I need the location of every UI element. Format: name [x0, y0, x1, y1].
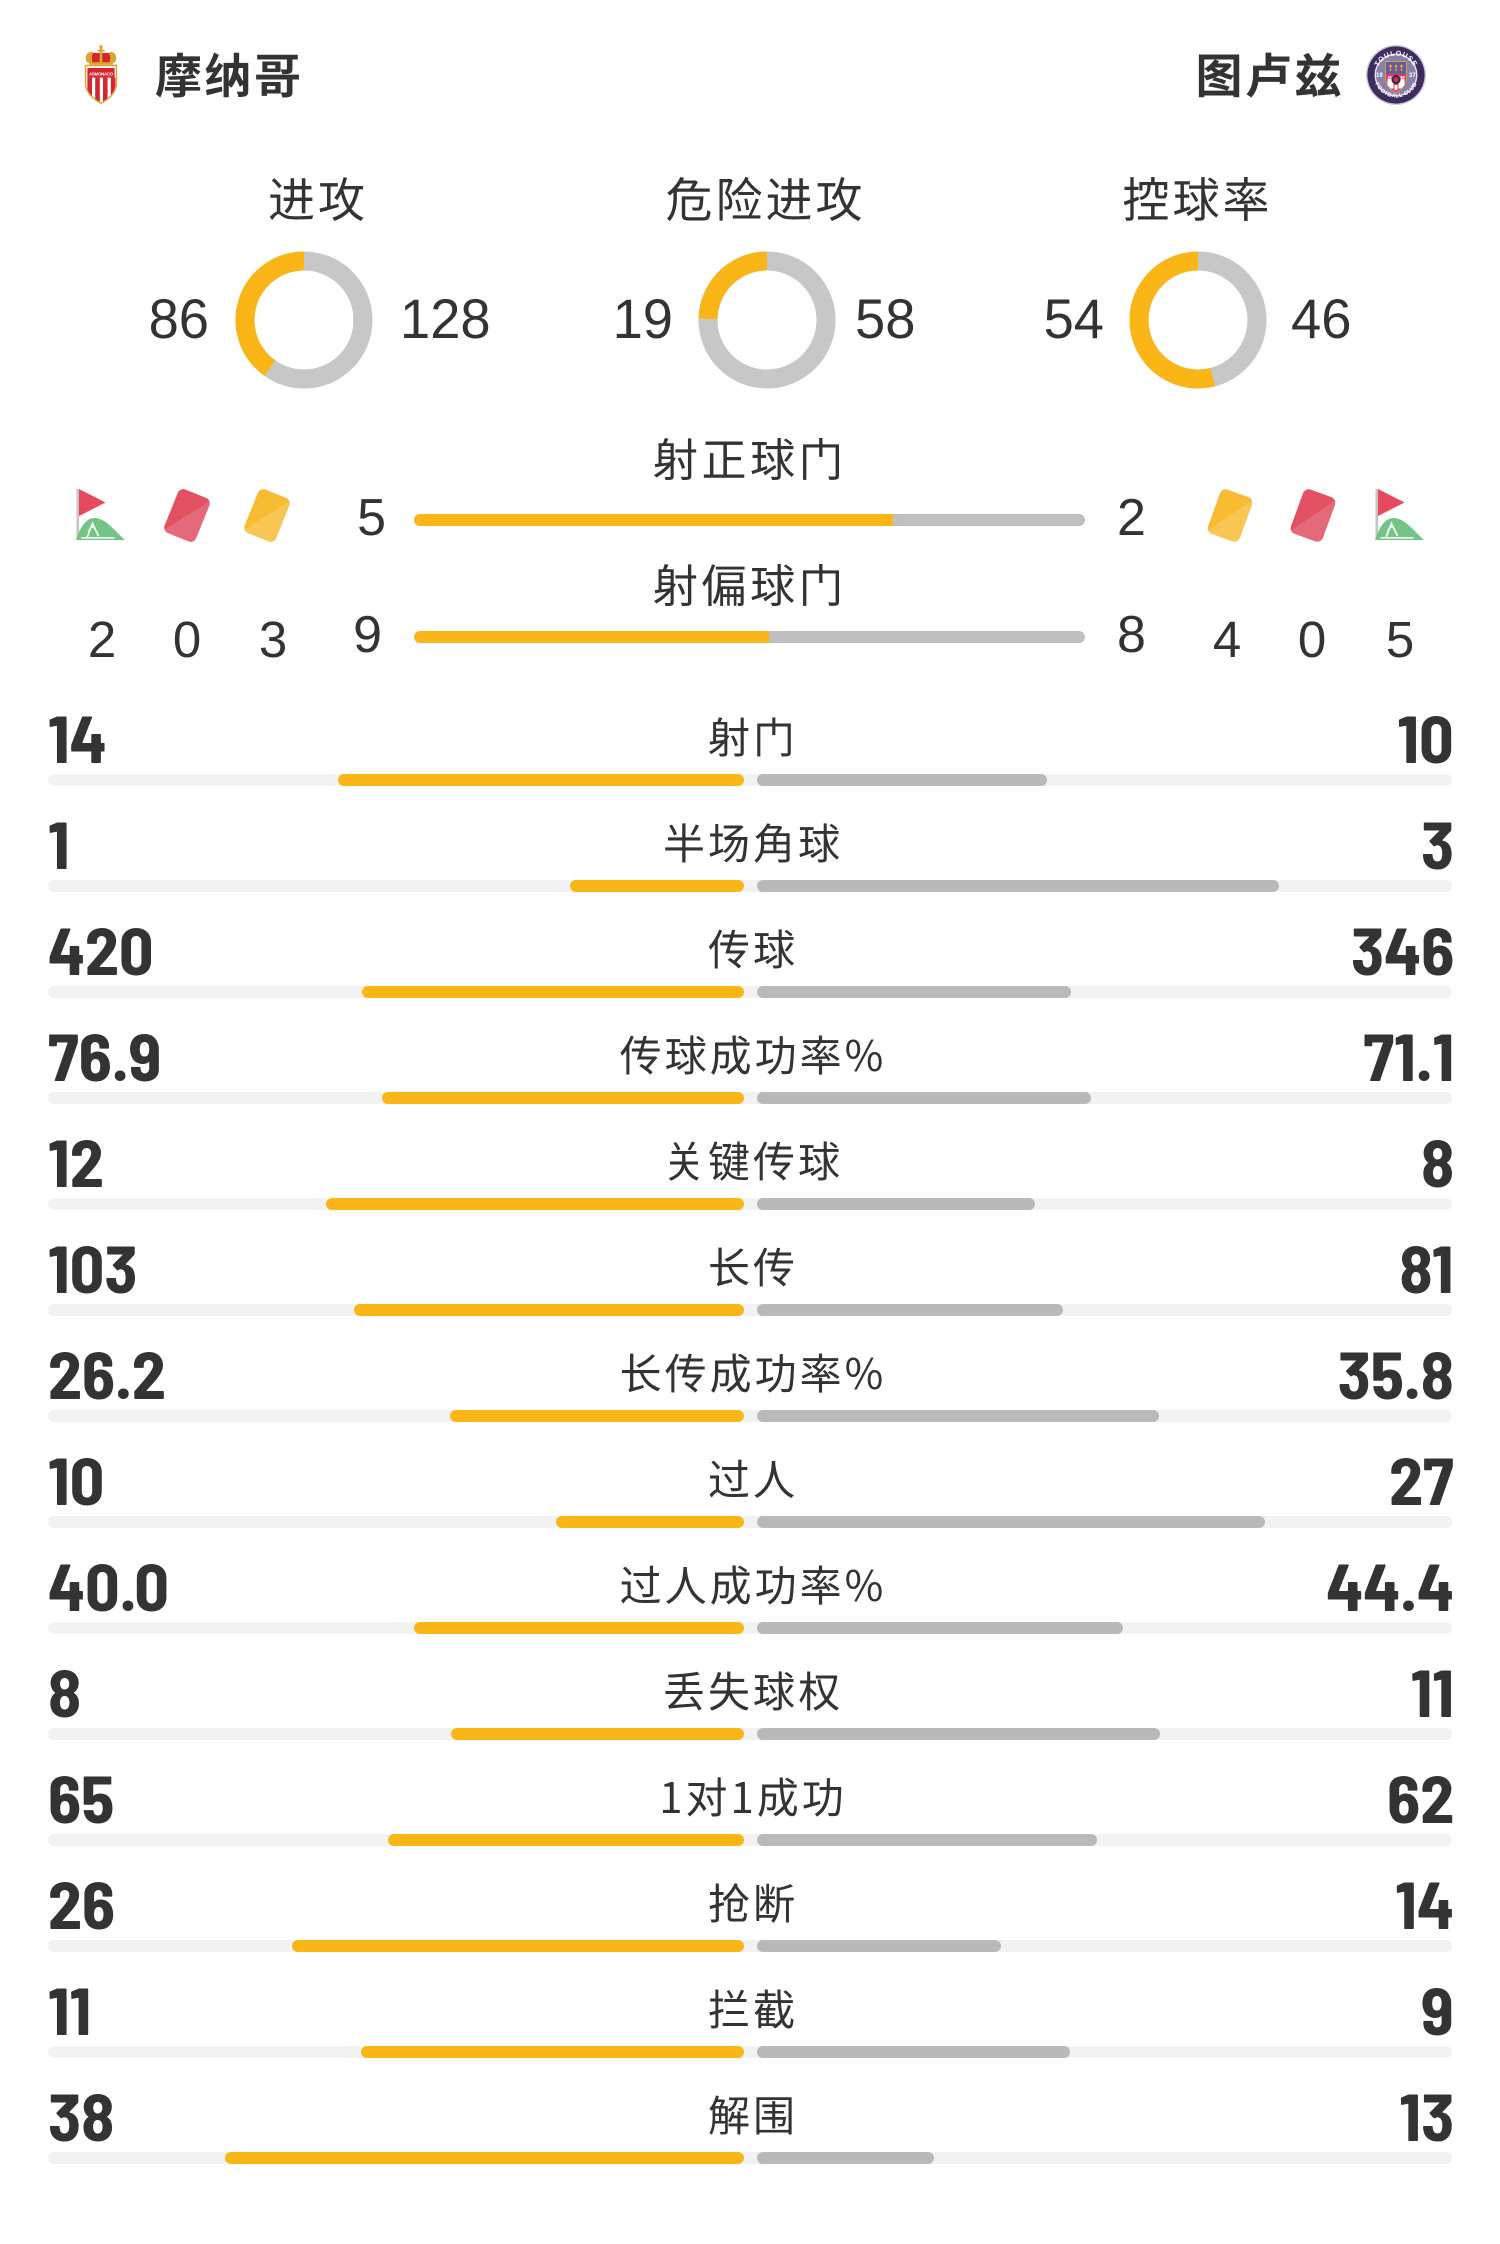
- svg-text:19: 19: [1376, 73, 1383, 79]
- svg-text:ASMONACO: ASMONACO: [89, 71, 114, 76]
- svg-text:37: 37: [1409, 73, 1416, 79]
